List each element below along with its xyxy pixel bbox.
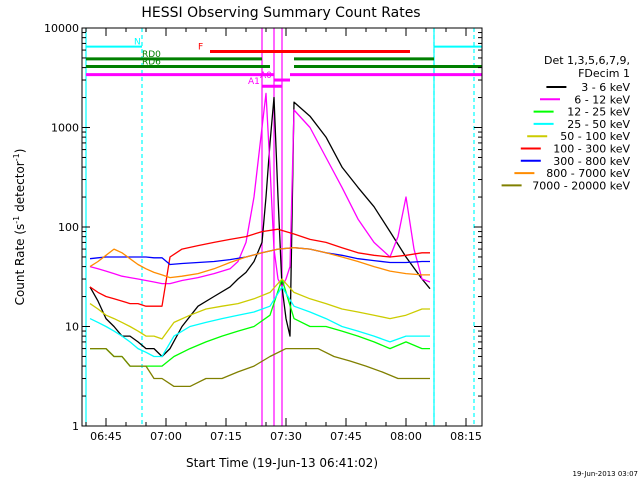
series-line [90, 347, 430, 388]
y-axis: 1 10 100 1000 10000 [44, 22, 482, 433]
legend-label: 3 - 6 keV [581, 81, 630, 94]
legend-label: 7000 - 20000 keV [532, 179, 630, 192]
x-tick-label: 07:30 [270, 430, 302, 443]
legend-label: 300 - 800 keV [553, 155, 630, 168]
series-line [89, 228, 430, 307]
annotation-label: RD0 [142, 50, 161, 60]
y-axis-label-sup1: -1 [12, 216, 21, 224]
legend-label: 50 - 100 keV [560, 130, 630, 143]
annotation-label: RD6 [142, 58, 161, 68]
x-tick-label: 07:00 [150, 430, 182, 443]
legend-label: 12 - 25 keV [567, 106, 630, 119]
legend-label: 6 - 12 keV [574, 93, 630, 106]
x-tick-label: 06:45 [90, 430, 122, 443]
legend-label: 100 - 300 keV [553, 143, 630, 156]
x-axis: 06:45 07:00 07:15 07:30 07:45 08:00 08:15 [85, 28, 482, 443]
x-tick-label: 08:00 [390, 430, 422, 443]
legend-label: 25 - 50 keV [567, 118, 630, 131]
y-axis-label-mid: detector [13, 161, 27, 216]
x-tick-label: 07:45 [330, 430, 362, 443]
y-tick-label: 1000 [51, 122, 79, 135]
series-line [89, 247, 430, 279]
y-axis-label-main: Count Rate (s [13, 224, 27, 306]
series-line [89, 96, 431, 358]
y-axis-label-end: ) [13, 149, 27, 154]
series-line [89, 247, 430, 266]
series-layer [89, 92, 431, 388]
series-line [89, 92, 431, 288]
series-line [89, 286, 430, 358]
legend-label: 800 - 7000 keV [546, 167, 630, 180]
annotation-label: A0 [260, 71, 272, 81]
x-axis-label: Start Time (19-Jun-13 06:41:02) [186, 456, 378, 470]
legend-header-line-2: FDecim 1 [578, 67, 630, 80]
x-tick-label: 07:15 [210, 430, 242, 443]
footer-date: 19-Jun-2013 03:07 [573, 470, 639, 478]
x-tick-label: 08:15 [450, 430, 482, 443]
legend-header-line-1: Det 1,3,5,6,7,9, [544, 54, 630, 67]
chart-title: HESSI Observing Summary Count Rates [141, 5, 420, 21]
y-tick-label: 10000 [44, 22, 79, 35]
series-line [89, 278, 430, 340]
annotation-label: F [198, 43, 203, 53]
annotation-label: N [134, 38, 141, 48]
y-axis-label: Count Rate (s-1 detector-1) [12, 149, 27, 306]
y-tick-label: 10 [65, 321, 79, 334]
y-axis-label-sup2: -1 [12, 153, 21, 161]
y-tick-label: 1 [72, 420, 79, 433]
y-tick-label: 100 [58, 221, 79, 234]
annotation-label: A1 [248, 77, 260, 87]
